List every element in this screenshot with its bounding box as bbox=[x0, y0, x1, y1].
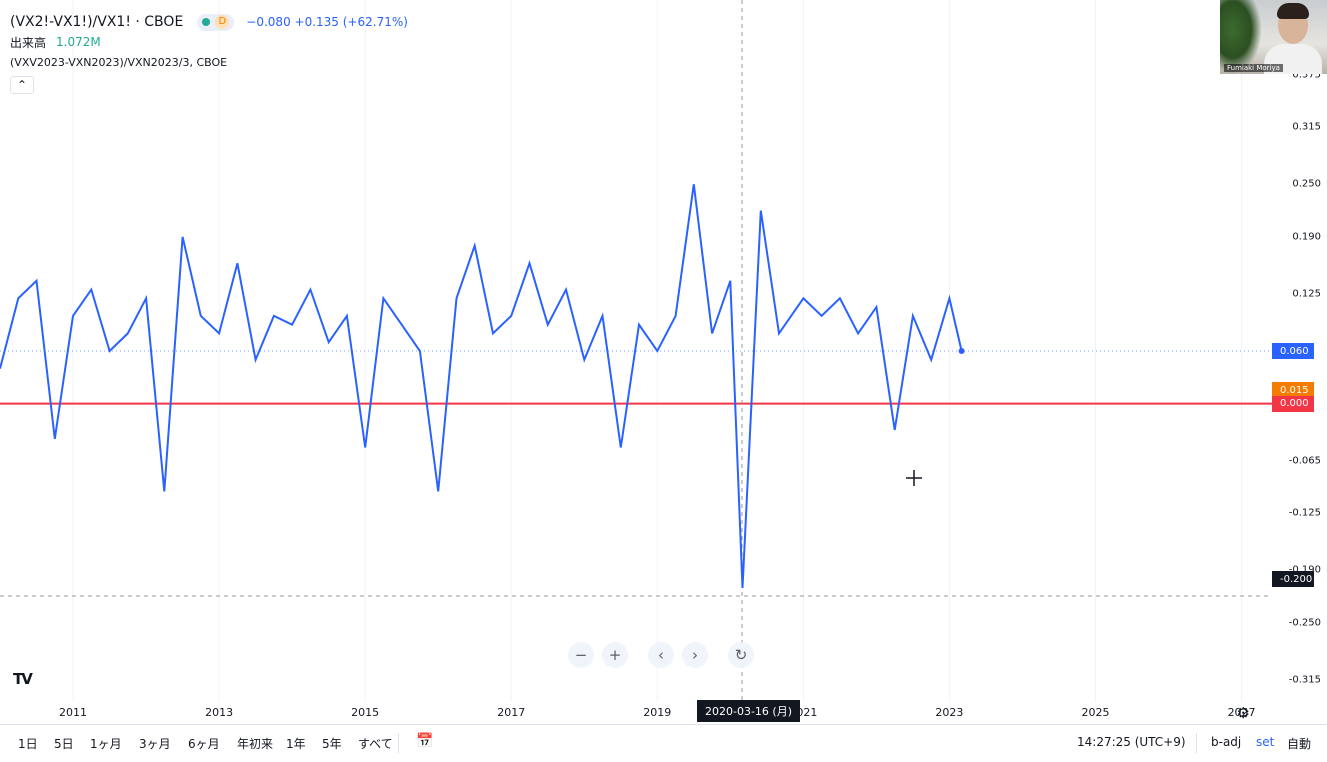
scroll-right-button[interactable]: › bbox=[682, 642, 708, 668]
volume-label[interactable]: 出来高 bbox=[10, 35, 47, 50]
study-title[interactable]: (VXV2023-VXN2023)/VXN2023/3, CBOE bbox=[10, 55, 228, 69]
zoom-in-button[interactable]: + bbox=[602, 642, 628, 668]
calendar-icon[interactable]: 📅 bbox=[416, 733, 434, 749]
price-axis[interactable]: 0.4400.3750.3150.2500.1900.125-0.065-0.1… bbox=[1272, 0, 1327, 702]
reset-chart-button[interactable]: ↻ bbox=[728, 642, 754, 668]
badj-toggle[interactable]: b-adj bbox=[1211, 735, 1242, 749]
chevron-left-icon: ‹ bbox=[658, 646, 664, 664]
range-button[interactable]: 6ヶ月 bbox=[188, 737, 220, 751]
legend-volume: 出来高 1.072M bbox=[10, 32, 408, 52]
minus-icon: − bbox=[574, 646, 588, 664]
legend-main: (VX2!-VX1!)/VX1! · CBOE D −0.080 +0.135 … bbox=[10, 12, 408, 32]
toolbar-divider bbox=[1196, 733, 1197, 753]
time-tick: 2025 bbox=[1081, 706, 1110, 719]
price-tick: -0.250 bbox=[1288, 617, 1321, 629]
range-button[interactable]: 1年 bbox=[286, 737, 306, 751]
range-button[interactable]: 1ヶ月 bbox=[90, 737, 122, 751]
reset-icon: ↻ bbox=[734, 646, 748, 664]
plus-icon: + bbox=[608, 646, 622, 664]
price-label: 0.000 bbox=[1272, 395, 1314, 412]
price-tick: 0.190 bbox=[1292, 231, 1321, 243]
range-button[interactable]: 5日 bbox=[54, 737, 74, 751]
market-open-dot-icon bbox=[202, 18, 211, 26]
chart-pane[interactable]: (VX2!-VX1!)/VX1! · CBOE D −0.080 +0.135 … bbox=[0, 0, 1272, 702]
series-line bbox=[0, 184, 963, 588]
time-tick: 2017 bbox=[497, 706, 526, 719]
symbol-title[interactable]: (VX2!-VX1!)/VX1! · CBOE bbox=[10, 14, 184, 30]
price-tick: -0.315 bbox=[1288, 674, 1321, 686]
price-label: 0.060 bbox=[1272, 343, 1314, 359]
collapse-legend-button[interactable]: ⌃ bbox=[10, 76, 34, 94]
presenter-hair bbox=[1277, 3, 1309, 19]
range-button[interactable]: すべて bbox=[358, 737, 393, 751]
time-tick: 2013 bbox=[205, 706, 234, 719]
price-tick: 0.315 bbox=[1292, 121, 1321, 133]
auto-scale-toggle[interactable]: 自動 bbox=[1287, 737, 1312, 751]
price-tick: 0.125 bbox=[1292, 288, 1321, 300]
toolbar-divider bbox=[398, 733, 399, 753]
change-values: −0.080 +0.135 (+62.71%) bbox=[246, 15, 408, 29]
chevron-up-icon: ⌃ bbox=[16, 78, 28, 92]
gear-icon[interactable]: ⚙ bbox=[1236, 704, 1250, 722]
chevron-right-icon: › bbox=[692, 646, 698, 664]
range-button[interactable]: 3ヶ月 bbox=[139, 737, 171, 751]
webcam-overlay: Fumiaki Moriya bbox=[1220, 0, 1327, 74]
time-axis[interactable]: 2027 2025 2023 2021 2019 2017 2015 2013 2011 202… bbox=[0, 700, 1272, 724]
range-button[interactable]: 年初来 bbox=[237, 737, 274, 751]
time-tick: 2027 bbox=[1227, 706, 1256, 719]
scroll-left-button[interactable]: ‹ bbox=[648, 642, 674, 668]
price-tick: -0.065 bbox=[1288, 455, 1321, 467]
chart-canvas[interactable] bbox=[0, 0, 1272, 702]
zoom-out-button[interactable]: − bbox=[568, 642, 594, 668]
chart-nav-controls: − + ‹ › ↻ bbox=[568, 642, 762, 668]
plant-decoration bbox=[1220, 0, 1262, 74]
range-button[interactable]: 5年 bbox=[322, 737, 342, 751]
price-tick: 0.375 bbox=[1292, 69, 1321, 81]
presenter-name: Fumiaki Moriya bbox=[1224, 64, 1283, 72]
time-tick: 2019 bbox=[643, 706, 672, 719]
legend: (VX2!-VX1!)/VX1! · CBOE D −0.080 +0.135 … bbox=[10, 12, 408, 94]
tradingview-logo[interactable]: TV bbox=[13, 670, 33, 688]
crosshair-date-label: 2020-03-16 (月) bbox=[697, 700, 801, 722]
price-tick: 0.250 bbox=[1292, 178, 1321, 190]
clock-display[interactable]: 14:27:25 (UTC+9) bbox=[1077, 735, 1186, 749]
set-toggle[interactable]: set bbox=[1256, 735, 1275, 749]
price-tick: -0.125 bbox=[1288, 507, 1321, 519]
range-button[interactable]: 1日 bbox=[18, 737, 38, 751]
market-status-badge[interactable]: D bbox=[197, 13, 235, 31]
legend-study: (VXV2023-VXN2023)/VXN2023/3, CBOE bbox=[10, 52, 408, 72]
time-tick: 2011 bbox=[59, 706, 88, 719]
volume-value: 1.072M bbox=[56, 35, 101, 49]
last-point-marker bbox=[958, 348, 965, 354]
delay-badge: D bbox=[215, 15, 230, 29]
price-label: -0.200 bbox=[1272, 571, 1314, 588]
time-tick: 2023 bbox=[935, 706, 964, 719]
time-tick: 2015 bbox=[351, 706, 380, 719]
price-label: 0.015 bbox=[1272, 382, 1314, 399]
bottom-toolbar: 📅 14:27:25 (UTC+9) b-adj set 自動 1日 5日 1ヶ月 3… bbox=[0, 724, 1327, 762]
price-tick: -0.190 bbox=[1289, 565, 1321, 576]
